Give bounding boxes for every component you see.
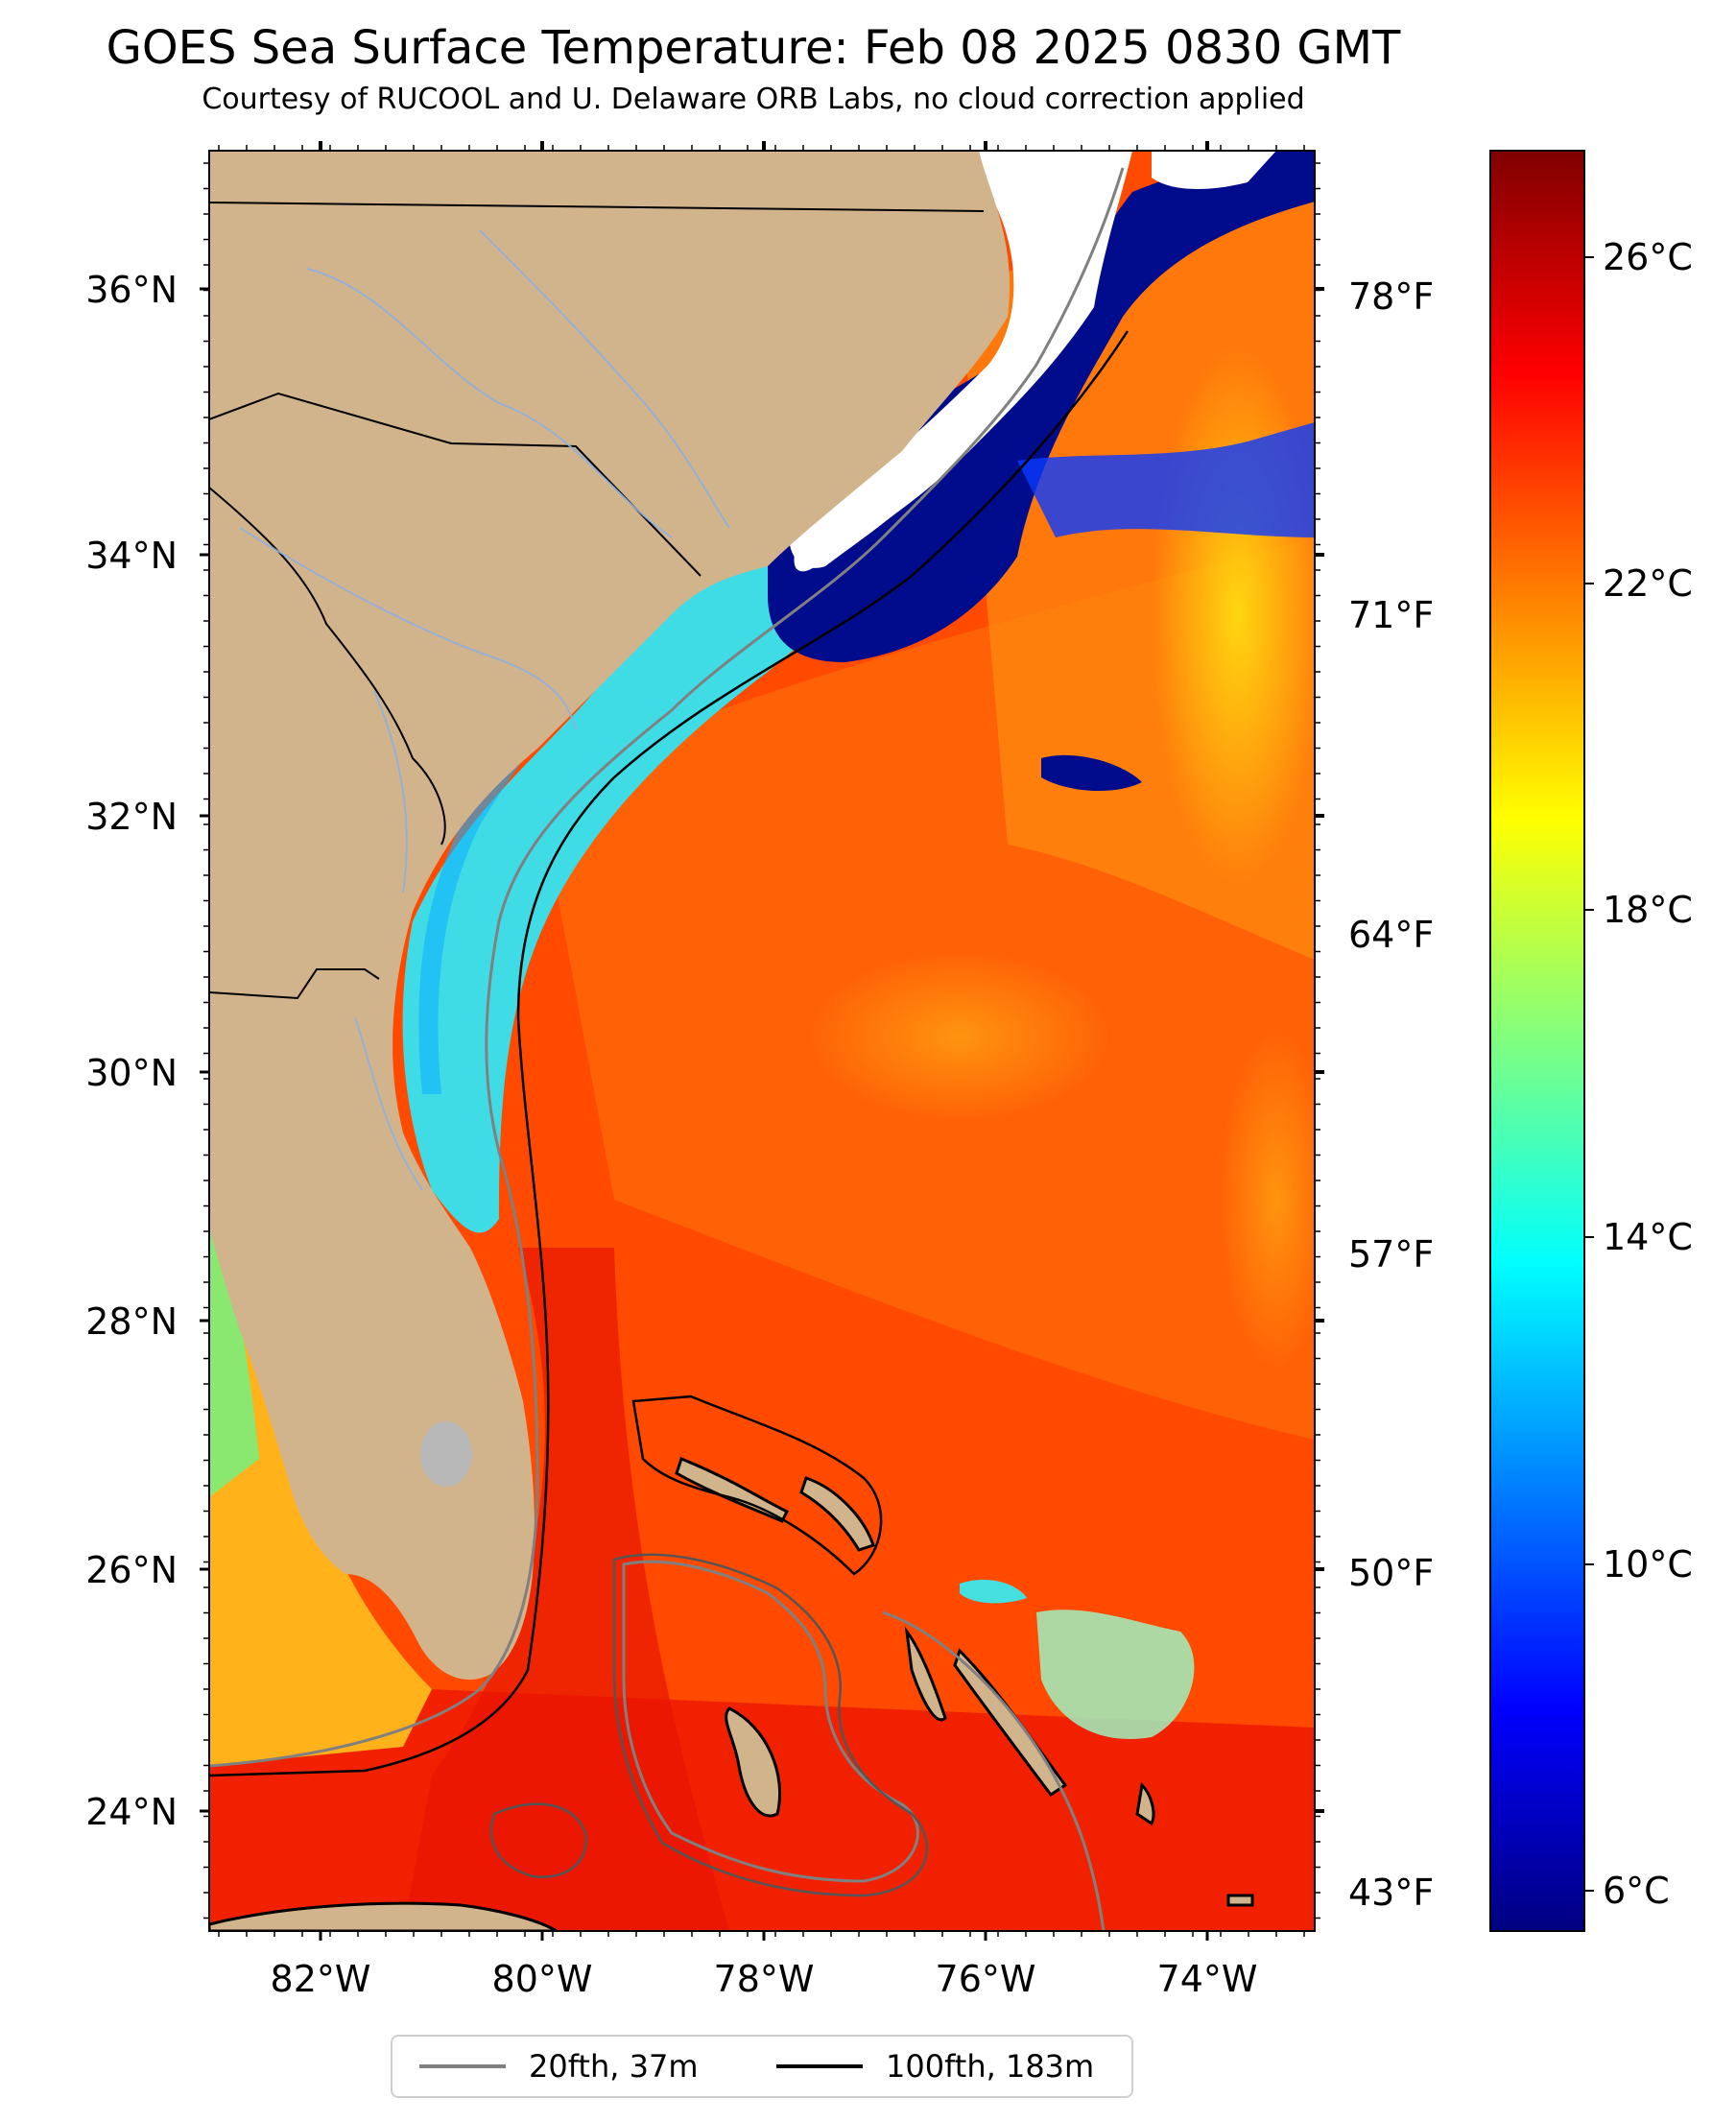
lat-tick-label: 32°N [85,796,178,838]
us-land [209,151,1011,1681]
bahamas-islands [675,1457,1254,1907]
lake-okeechobee [420,1421,472,1487]
chart-subtitle: Courtesy of RUCOOL and U. Delaware ORB L… [202,83,1305,116]
shelf-blue-edge [418,614,653,1094]
cuba-coast [209,1901,559,1931]
fahrenheit-tick-label: 78°F [1348,275,1435,318]
contour-100fth [209,330,1130,1777]
colorbar-tick-label: 22°C [1603,562,1693,605]
colorbar-tick-label: 26°C [1603,236,1693,278]
cold-plume-east [1017,422,1315,537]
lat-tick-label: 34°N [85,535,178,577]
lon-tick-label: 74°W [1156,1958,1258,2000]
fahrenheit-tick-label: 43°F [1348,1872,1435,1914]
legend-line-20fth [419,2064,506,2068]
legend-label: 100fth, 183m [886,2048,1095,2085]
lon-tick-label: 76°W [935,1958,1036,2000]
legend-line-100fth [776,2064,863,2068]
no-data-bay [788,413,960,568]
rivers [239,229,730,1191]
chart-title: GOES Sea Surface Temperature: Feb 08 202… [106,21,1401,75]
colorbar-tick-label: 18°C [1603,889,1693,931]
isobath-contours [209,167,1130,1931]
florida-current-red [403,1248,729,1931]
cold-eddy-small [1041,754,1142,792]
lon-tick-label: 78°W [713,1958,815,2000]
orange-patch-east [1219,1027,1315,1372]
map-panel [209,151,1315,1931]
lat-tick-label: 26°N [85,1549,178,1591]
legend-item-20fth: 20fth, 37m [419,2037,698,2096]
fahrenheit-tick-label: 71°F [1348,594,1435,636]
lat-tick-label: 24°N [85,1791,178,1833]
legend-item-100fth: 100fth, 183m [776,2037,1094,2096]
map-ticks [200,141,1324,1941]
lon-tick-label: 80°W [491,1958,593,2000]
colorbar-gradient [1490,151,1584,1931]
no-data-sounds [794,151,1132,572]
lat-tick-label: 28°N [85,1300,178,1343]
contour-20fth [209,167,1125,1768]
lon-tick-label: 82°W [270,1958,371,2000]
no-data-ne [1152,151,1276,189]
yellow-patch-east [1152,346,1315,883]
cool-patch-bahamas [1036,1609,1195,1739]
colorbar [1489,150,1594,1932]
legend: 20fth, 37m 100fth, 183m [391,2035,1133,2098]
cool-patch-small [960,1579,1027,1604]
fahrenheit-tick-label: 64°F [1348,914,1435,956]
colorbar-tick-label: 6°C [1603,1870,1670,1912]
lat-tick-label: 36°N [85,269,178,311]
colorbar-ticks [1584,256,1594,1892]
legend-label: 20fth, 37m [529,2048,699,2085]
orange-patch-central [806,950,1113,1123]
colorbar-tick-label: 14°C [1603,1216,1693,1258]
fahrenheit-tick-label: 57°F [1348,1233,1435,1276]
lat-tick-label: 30°N [85,1052,178,1094]
cold-water-hatteras [768,151,1315,662]
fahrenheit-tick-label: 50°F [1348,1552,1435,1594]
colorbar-frame [1489,150,1585,1932]
colorbar-tick-label: 10°C [1603,1543,1693,1586]
